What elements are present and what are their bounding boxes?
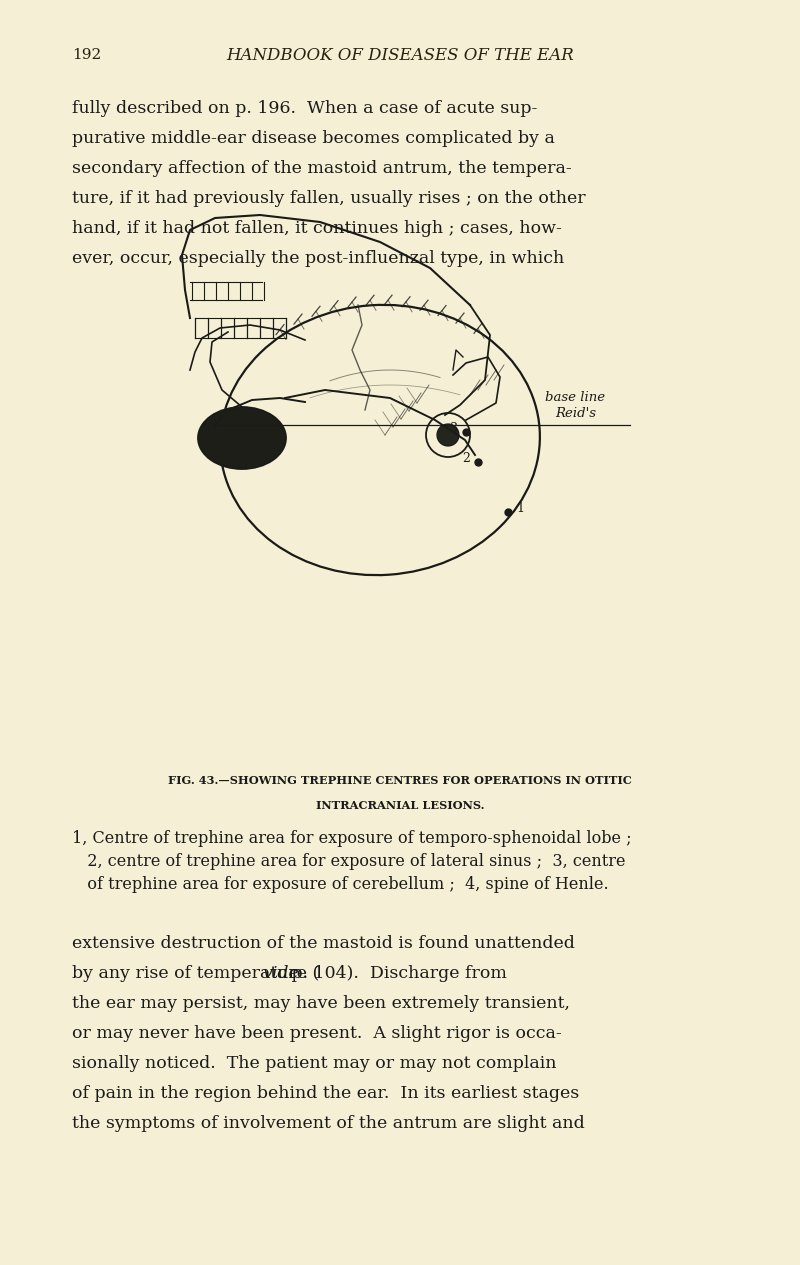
Text: or may never have been present.  A slight rigor is occa-: or may never have been present. A slight… [72, 1025, 562, 1042]
Ellipse shape [198, 407, 286, 469]
Text: INTRACRANIAL LESIONS.: INTRACRANIAL LESIONS. [316, 799, 484, 811]
Text: p. 104).  Discharge from: p. 104). Discharge from [286, 965, 507, 982]
Text: 3: 3 [450, 421, 458, 434]
Text: 1, Centre of trephine area for exposure of temporo-sphenoidal lobe ;: 1, Centre of trephine area for exposure … [72, 830, 632, 848]
Text: secondary affection of the mastoid antrum, the tempera-: secondary affection of the mastoid antru… [72, 159, 572, 177]
Text: of trephine area for exposure of cerebellum ;  4, spine of Henle.: of trephine area for exposure of cerebel… [72, 875, 609, 893]
Text: the symptoms of involvement of the antrum are slight and: the symptoms of involvement of the antru… [72, 1114, 585, 1132]
Text: vide: vide [262, 965, 299, 982]
Text: base line: base line [545, 391, 605, 404]
Text: purative middle-ear disease becomes complicated by a: purative middle-ear disease becomes comp… [72, 130, 555, 147]
Text: fully described on p. 196.  When a case of acute sup-: fully described on p. 196. When a case o… [72, 100, 538, 116]
Text: the ear may persist, may have been extremely transient,: the ear may persist, may have been extre… [72, 996, 570, 1012]
Text: 2: 2 [462, 452, 470, 464]
Circle shape [437, 424, 459, 447]
Text: 192: 192 [72, 48, 102, 62]
Text: extensive destruction of the mastoid is found unattended: extensive destruction of the mastoid is … [72, 935, 575, 953]
Text: ever, occur, especially the post-influenzal type, in which: ever, occur, especially the post-influen… [72, 250, 564, 267]
Text: ture, if it had previously fallen, usually rises ; on the other: ture, if it had previously fallen, usual… [72, 190, 586, 207]
Text: sionally noticed.  The patient may or may not complain: sionally noticed. The patient may or may… [72, 1055, 557, 1071]
Text: Reid's: Reid's [555, 407, 596, 420]
Text: 1: 1 [516, 502, 524, 516]
Text: of pain in the region behind the ear.  In its earliest stages: of pain in the region behind the ear. In… [72, 1085, 579, 1102]
Text: hand, if it had not fallen, it continues high ; cases, how-: hand, if it had not fallen, it continues… [72, 220, 562, 237]
Text: by any rise of temperature (: by any rise of temperature ( [72, 965, 319, 982]
Text: 2, centre of trephine area for exposure of lateral sinus ;  3, centre: 2, centre of trephine area for exposure … [72, 853, 626, 870]
Text: FIG. 43.—SHOWING TREPHINE CENTRES FOR OPERATIONS IN OTITIC: FIG. 43.—SHOWING TREPHINE CENTRES FOR OP… [168, 775, 632, 786]
Text: HANDBOOK OF DISEASES OF THE EAR: HANDBOOK OF DISEASES OF THE EAR [226, 47, 574, 63]
